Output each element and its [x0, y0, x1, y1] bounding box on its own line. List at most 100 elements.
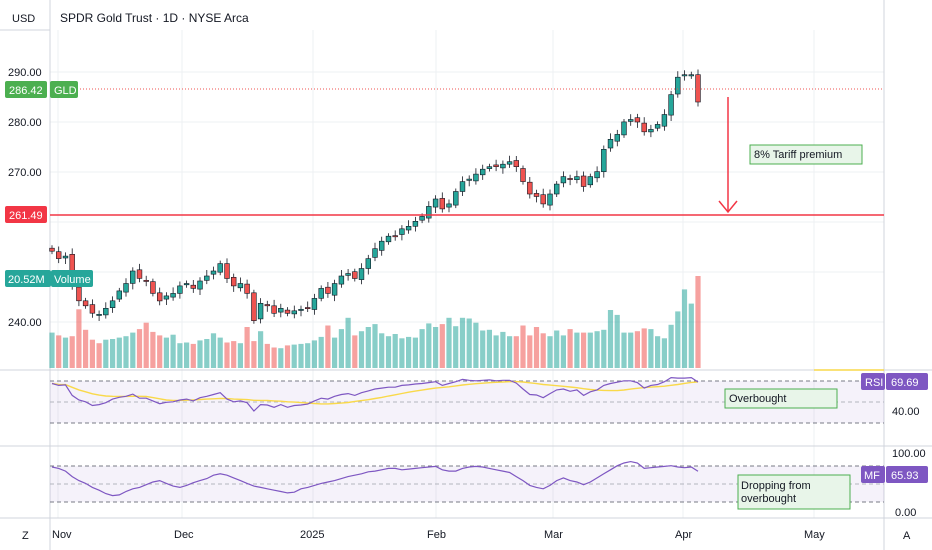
rsi-name-badge — [861, 373, 885, 390]
rsi-value-badge — [886, 373, 928, 390]
candle-body — [432, 198, 439, 208]
candle-body — [385, 235, 392, 243]
candle-body — [553, 183, 560, 195]
volume-bar — [278, 348, 284, 368]
price-tick-280: 280.00 — [8, 117, 42, 129]
volume-bar — [157, 335, 163, 368]
candle-body — [49, 247, 55, 252]
volume-bar — [554, 330, 560, 368]
volume-bar — [244, 327, 250, 368]
candle-body — [412, 221, 419, 227]
candle — [136, 263, 143, 283]
volume-bar — [264, 343, 270, 368]
candle — [345, 269, 351, 281]
volume-bar — [500, 331, 506, 368]
candle — [49, 245, 55, 255]
volume-value: 20.52M — [8, 274, 45, 286]
volume-bar — [419, 329, 425, 368]
candle-body — [399, 228, 405, 235]
ticker-badge — [50, 81, 78, 98]
last-price-badge — [5, 81, 47, 98]
candle — [385, 233, 392, 245]
volume-bar — [433, 327, 439, 368]
rsi-line — [51, 376, 699, 412]
candle-body — [378, 240, 385, 251]
volume-bar — [379, 333, 385, 368]
candle — [648, 124, 654, 138]
candle — [210, 266, 217, 280]
volume-bar — [170, 334, 176, 368]
candle-body — [574, 176, 580, 181]
auto-scale-toggle[interactable]: A — [903, 530, 911, 542]
candle-body — [675, 76, 681, 95]
volume-bar — [574, 332, 580, 368]
candle — [365, 254, 371, 275]
volume-bar — [560, 335, 566, 368]
time-axis: Nov Dec 2025 Feb Mar Apr May — [52, 529, 825, 541]
candle — [304, 301, 311, 312]
candle — [513, 156, 520, 172]
candle — [553, 181, 560, 197]
candle-body — [641, 122, 647, 133]
volume-bar — [163, 337, 169, 368]
volume-bar — [581, 332, 587, 368]
currency-label[interactable]: USD — [12, 13, 35, 25]
candle-body — [587, 176, 594, 186]
candle-body — [109, 300, 116, 308]
candle — [244, 279, 250, 299]
candle — [103, 302, 109, 319]
candle-body — [82, 300, 89, 307]
candle — [668, 90, 674, 121]
candle — [237, 277, 244, 292]
candlestick-series — [49, 69, 701, 324]
candle — [378, 236, 385, 256]
volume-bar — [372, 324, 378, 368]
candle-body — [627, 119, 634, 122]
volume-bar — [298, 343, 304, 368]
volume-bar — [62, 337, 69, 368]
candle — [675, 71, 681, 98]
volume-bar — [567, 329, 573, 368]
down-arrow — [718, 97, 738, 214]
candle — [183, 280, 190, 288]
volume-bar — [527, 335, 533, 368]
candle — [614, 129, 621, 147]
volume-bar — [305, 343, 311, 368]
candle-body — [392, 235, 398, 238]
mf-value-badge — [886, 466, 928, 483]
mf-name-badge — [861, 466, 885, 483]
volume-bar — [197, 340, 203, 368]
z-toggle[interactable]: Z — [22, 530, 29, 542]
time-label-2025: 2025 — [300, 529, 324, 541]
volume-bar — [352, 335, 358, 368]
candle-body — [231, 276, 237, 287]
candle — [150, 278, 156, 297]
candle-body — [473, 173, 479, 182]
volume-bar — [325, 325, 331, 368]
candle-body — [688, 74, 695, 77]
candle-body — [170, 293, 176, 298]
candle-body — [668, 94, 674, 116]
tariff-annotation-box[interactable] — [749, 144, 863, 165]
candle — [257, 298, 264, 324]
candle-body — [130, 270, 136, 284]
volume-bar — [116, 337, 122, 368]
volume-bars — [49, 276, 701, 368]
volume-bar — [507, 336, 513, 368]
candle-body — [143, 279, 149, 282]
candle — [325, 282, 331, 298]
candle — [432, 195, 439, 213]
volume-bar — [594, 331, 600, 368]
candle-body — [439, 198, 445, 210]
candle-body — [533, 193, 540, 197]
overbought-annotation-box[interactable] — [724, 388, 838, 409]
volume-bar — [271, 347, 277, 368]
candle — [520, 165, 526, 185]
volume-bar — [311, 340, 317, 368]
candle-body — [614, 134, 621, 142]
candle — [527, 177, 533, 199]
volume-label-badge — [51, 270, 93, 287]
candle-body — [251, 292, 257, 321]
volume-bar — [412, 337, 418, 368]
mf-annotation-box[interactable] — [737, 474, 851, 510]
